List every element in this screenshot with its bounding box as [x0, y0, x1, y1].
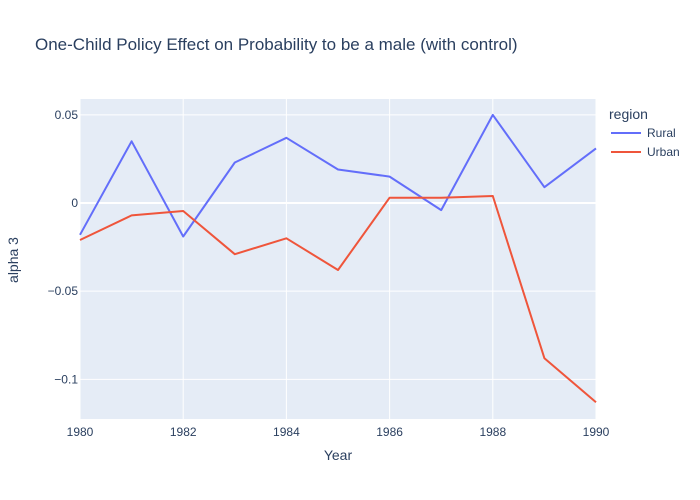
x-tick-label: 1984	[273, 425, 300, 439]
y-axis-title: alpha 3	[5, 237, 21, 283]
gridlines	[79, 99, 597, 419]
x-tick-label: 1986	[376, 425, 403, 439]
legend[interactable]: region Rural Urban	[609, 106, 680, 159]
legend-label: Rural	[647, 126, 676, 140]
legend-label: Urban	[647, 145, 680, 159]
series-lines	[79, 113, 597, 404]
chart-title: One-Child Policy Effect on Probability t…	[35, 35, 518, 54]
plot-area	[80, 99, 596, 419]
legend-item-urban[interactable]: Urban	[611, 145, 680, 159]
series-line-rural[interactable]	[79, 113, 597, 238]
y-tick-label: 0.05	[55, 108, 79, 122]
x-axis-ticks: 1980 1982 1984 1986 1988 1990	[67, 425, 610, 439]
legend-title: region	[609, 106, 648, 122]
x-tick-label: 1980	[67, 425, 94, 439]
x-tick-label: 1982	[170, 425, 197, 439]
y-tick-label: 0	[71, 196, 78, 210]
y-axis-ticks: 0.05 0 −0.05 −0.1	[48, 108, 79, 386]
x-tick-label: 1990	[583, 425, 610, 439]
y-tick-label: −0.05	[48, 284, 79, 298]
x-tick-label: 1988	[479, 425, 506, 439]
x-axis-title: Year	[324, 447, 353, 463]
legend-item-rural[interactable]: Rural	[611, 126, 676, 140]
y-tick-label: −0.1	[54, 372, 78, 386]
series-line-urban[interactable]	[79, 195, 597, 404]
